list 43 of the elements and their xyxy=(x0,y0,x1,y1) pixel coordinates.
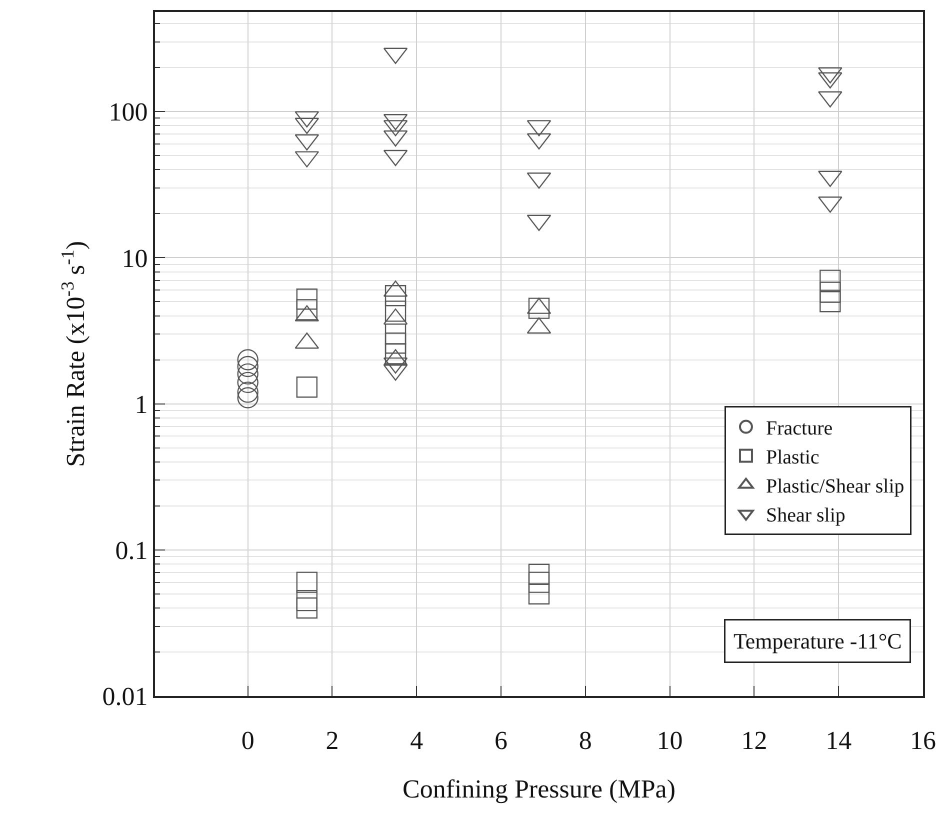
x-tick-label: 6 xyxy=(494,726,508,756)
point xyxy=(296,288,318,310)
point xyxy=(820,282,841,303)
y-tick-label: 0.1 xyxy=(115,536,148,565)
x-tick-label: 4 xyxy=(410,726,424,756)
point xyxy=(820,270,841,291)
x-tick-label: 14 xyxy=(826,726,852,756)
point xyxy=(237,349,258,370)
y-tick-label: 100 xyxy=(108,98,148,127)
annotation: Temperature -11°C xyxy=(734,628,902,654)
point xyxy=(528,583,550,604)
point xyxy=(384,343,406,364)
point xyxy=(237,387,258,408)
point xyxy=(237,382,258,403)
point xyxy=(384,300,406,322)
y-tick-label: 1 xyxy=(134,390,148,419)
x-tick-label: 10 xyxy=(656,726,683,756)
point xyxy=(237,356,258,378)
x-tick-label: 2 xyxy=(326,726,339,756)
point xyxy=(296,590,318,612)
x-tick-label: 12 xyxy=(741,726,768,756)
point xyxy=(528,298,550,319)
point xyxy=(237,372,258,394)
point xyxy=(528,572,550,593)
x-tick-label: 0 xyxy=(241,726,254,756)
point xyxy=(384,332,406,354)
legend-label: Plastic/Shear slip xyxy=(766,476,904,498)
point xyxy=(296,597,318,619)
x-tick-label: 8 xyxy=(578,726,592,756)
x-axis-title: Confining Pressure (MPa) xyxy=(402,774,676,804)
x-tick-label: 16 xyxy=(910,726,936,756)
point xyxy=(296,572,318,593)
legend-label: Fracture xyxy=(766,418,833,440)
point xyxy=(296,299,318,320)
legend-label: Plastic xyxy=(766,446,820,469)
point xyxy=(528,564,550,585)
point xyxy=(384,284,406,306)
legend-label: Shear slip xyxy=(766,504,846,527)
point xyxy=(237,363,258,385)
y-tick-label: 0.01 xyxy=(102,682,148,712)
point xyxy=(296,376,318,398)
point xyxy=(820,291,841,312)
y-tick-label: 10 xyxy=(122,244,148,273)
